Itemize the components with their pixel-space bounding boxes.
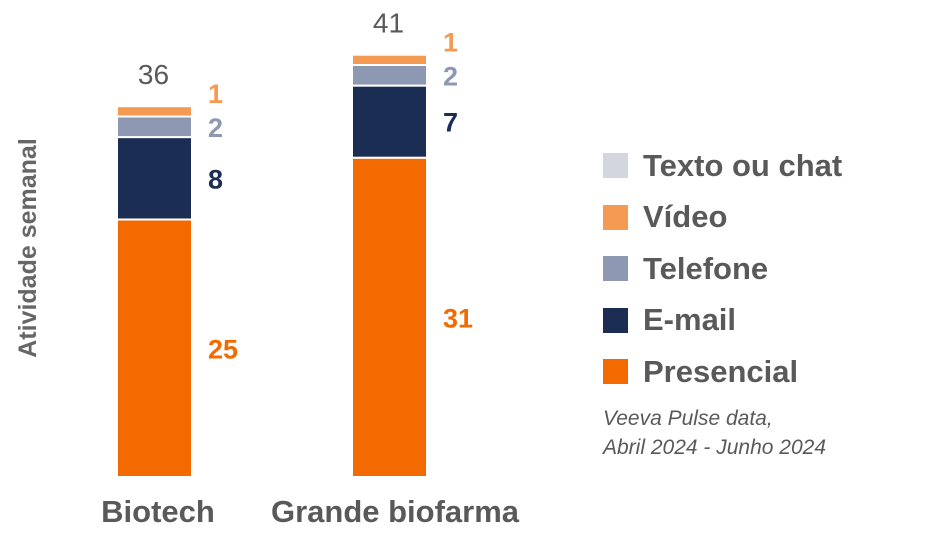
bar-segment-presencial-1	[351, 156, 428, 478]
bar-segment-e-mail-1	[351, 84, 428, 159]
bar-segment-v-deo-1	[351, 53, 428, 67]
legend-item-presencial: Presencial	[603, 346, 842, 398]
legend-label-texto-ou-chat: Texto ou chat	[643, 147, 843, 183]
source-line-1: Veeva Pulse data,	[603, 407, 773, 430]
legend-swatch-telefone	[603, 256, 628, 282]
bars-group: 25 8 2 1 36 Biotech 31 7 2 1 41 Grande biofarma	[101, 8, 520, 529]
data-label-telefone-1: 2	[443, 61, 458, 91]
legend-swatch-presencial	[603, 359, 628, 385]
legend-swatch-e-mail	[603, 307, 628, 333]
legend-label-v-deo: Vídeo	[643, 199, 728, 235]
legend-swatch-v-deo	[603, 204, 628, 230]
stacked-bar-chart: Atividade semanal 25 8 2 1 36 Biotech 31 7 2 1 41 G…	[14, 8, 520, 529]
legend-label-e-mail: E-mail	[643, 302, 737, 338]
total-label-0: 36	[138, 59, 169, 90]
data-label-e-mail-1: 7	[443, 108, 458, 138]
data-label-presencial-0: 25	[208, 334, 238, 364]
legend-item-v-deo: Vídeo	[603, 192, 842, 244]
legend-item-telefone: Telefone	[603, 243, 842, 295]
category-label-0: Biotech	[101, 494, 215, 529]
data-label-telefone-0: 2	[208, 113, 223, 143]
category-label-1: Grande biofarma	[271, 494, 520, 529]
source-note: Veeva Pulse data, Abril 2024 - Junho 202…	[603, 404, 826, 462]
total-label-1: 41	[373, 8, 404, 39]
legend-item-e-mail: E-mail	[603, 295, 842, 347]
bar-segment-presencial-0	[116, 218, 193, 478]
data-label-v-deo-1: 1	[443, 27, 458, 57]
legend-label-presencial: Presencial	[643, 353, 799, 389]
source-line-2: Abril 2024 - Junho 2024	[603, 436, 826, 459]
legend-label-telefone: Telefone	[643, 250, 769, 286]
legend-item-texto-ou-chat: Texto ou chat	[603, 140, 842, 192]
y-axis-label: Atividade semanal	[14, 138, 42, 358]
bar-segment-v-deo-0	[116, 105, 193, 118]
legend-swatch-texto-ou-chat	[603, 153, 628, 179]
bar-segment-telefone-1	[351, 64, 428, 87]
data-label-presencial-1: 31	[443, 303, 473, 333]
bar-segment-telefone-0	[116, 115, 193, 139]
bar-segment-e-mail-0	[116, 136, 193, 221]
data-label-v-deo-0: 1	[208, 79, 223, 109]
data-label-e-mail-0: 8	[208, 164, 223, 194]
legend: Texto ou chat Vídeo Telefone E-mail Presenci…	[603, 140, 842, 398]
